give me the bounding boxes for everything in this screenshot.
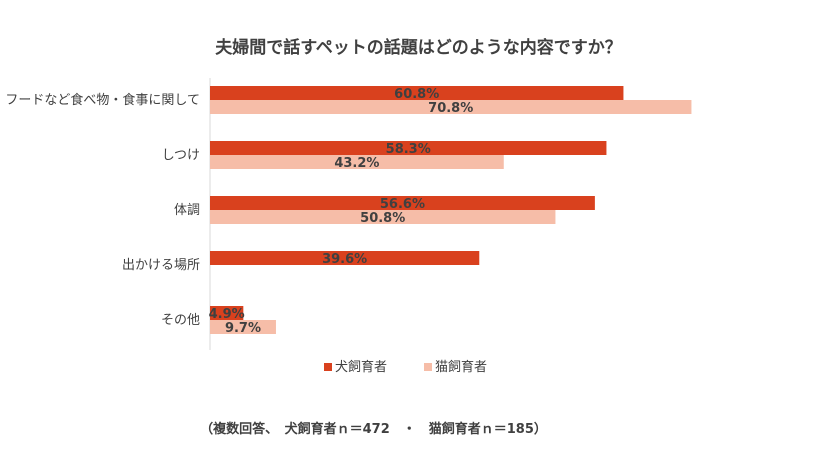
bar-dog — [210, 306, 244, 320]
category-label: 体調 — [174, 203, 200, 218]
bar-dog — [210, 86, 624, 100]
category-label: しつけ — [162, 148, 200, 163]
bar-cat — [210, 210, 556, 224]
data-label: 50.8% — [360, 211, 405, 226]
chart-title: 夫婦間で話すペットの話題はどのような内容ですか？ — [215, 38, 622, 58]
legend-swatch-dog — [324, 363, 332, 371]
legend-label: 猫飼育者 — [435, 359, 487, 375]
data-label: 56.6% — [380, 197, 425, 212]
legend-label: 犬飼育者 — [335, 359, 387, 375]
category-label: 出かける場所 — [122, 258, 200, 273]
bar-cat — [210, 155, 504, 169]
data-label: 70.8% — [428, 101, 473, 116]
category-label: フードなど食べ物・食事に関して — [5, 92, 200, 108]
data-label: 58.3% — [386, 142, 431, 157]
data-label: 39.6% — [322, 252, 367, 267]
bar-dog — [210, 141, 607, 155]
bar-cat — [210, 100, 692, 114]
data-label: 60.8% — [394, 87, 439, 102]
data-label: 4.9% — [209, 307, 245, 322]
legend-swatch-cat — [424, 363, 432, 371]
bar-dog — [210, 196, 595, 210]
bar-dog — [210, 251, 480, 265]
data-label: 43.2% — [334, 156, 379, 171]
data-label: 9.7% — [225, 321, 261, 336]
category-label: その他 — [161, 313, 200, 328]
bar-cat — [210, 320, 276, 334]
sample-size-note: （複数回答、 犬飼育者ｎ＝472 ・ 猫飼育者ｎ＝185） — [200, 422, 547, 437]
